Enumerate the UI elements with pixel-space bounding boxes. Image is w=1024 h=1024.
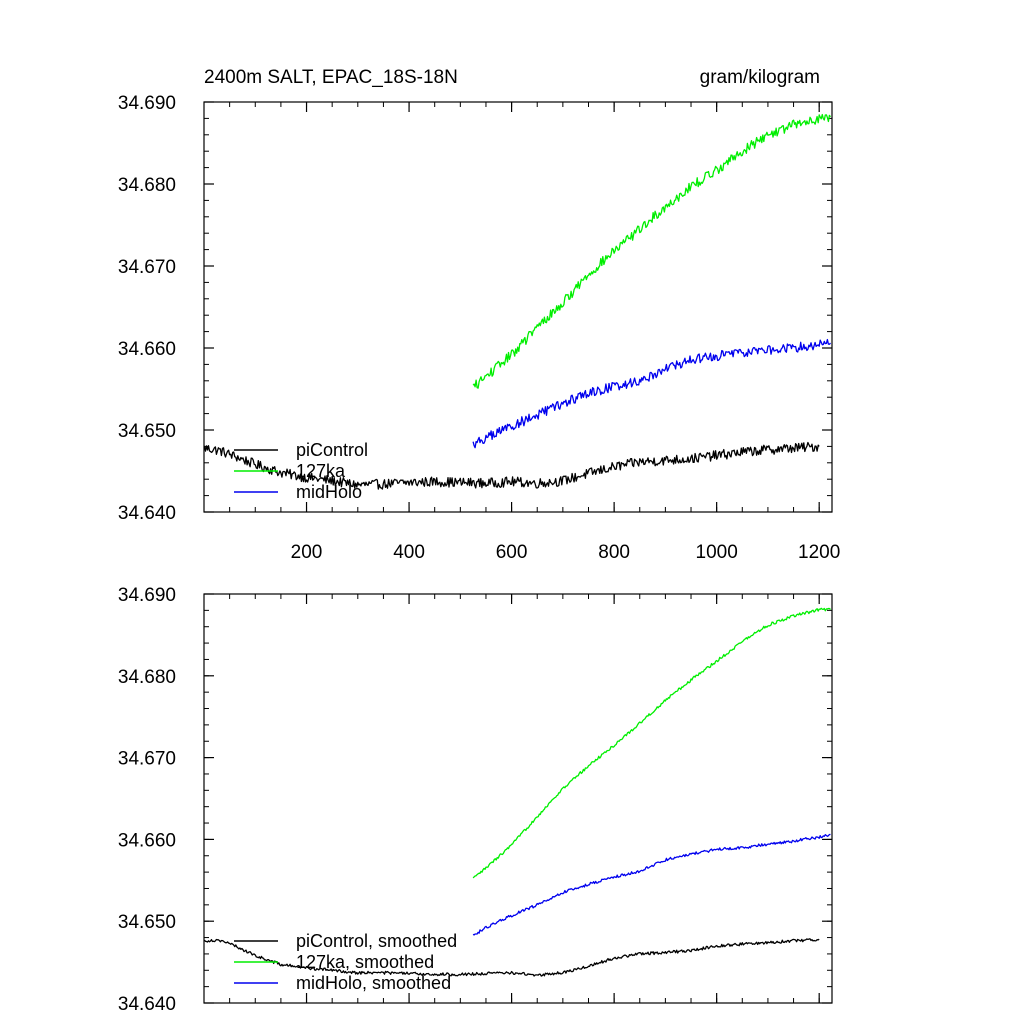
bottom-panel: 34.640 34.650 34.660 34.670 34.680 34.690 piCo… — [118, 585, 833, 1015]
y-tick-label: 34.690 — [118, 93, 176, 114]
x-tick-label: 200 — [291, 542, 323, 563]
units-label: gram/kilogram — [700, 67, 820, 88]
plot-frame — [203, 101, 833, 513]
y-tick-label: 34.640 — [118, 503, 176, 524]
plot-frame — [203, 593, 833, 1004]
y-tick-label: 34.670 — [118, 749, 176, 770]
y-tick-label: 34.650 — [118, 912, 176, 933]
legend-label: midHolo — [296, 482, 362, 502]
top-panel: 2400m SALT, EPAC_18S-18N gram/kilogram 2… — [118, 67, 840, 563]
y-tick-label: 34.690 — [118, 585, 176, 606]
series-line-picontrol — [203, 938, 820, 977]
legend-label: 127ka — [296, 461, 346, 481]
series-line-midholo — [472, 338, 831, 449]
y-tick-label: 34.680 — [118, 175, 176, 196]
y-tick-label: 34.660 — [118, 339, 176, 360]
x-tick-label: 1200 — [798, 542, 840, 563]
series-line-127ka — [472, 607, 831, 879]
x-tick-label: 800 — [598, 542, 630, 563]
legend-label: 127ka, smoothed — [296, 952, 434, 972]
y-tick-label: 34.680 — [118, 667, 176, 688]
y-tick-label: 34.670 — [118, 257, 176, 278]
legend-label: piControl, smoothed — [296, 931, 457, 951]
y-tick-label: 34.660 — [118, 830, 176, 851]
x-tick-label: 1000 — [696, 542, 738, 563]
series-line-midholo — [472, 833, 831, 936]
x-tick-label: 600 — [496, 542, 528, 563]
series-line-127ka — [472, 113, 832, 389]
chart-title: 2400m SALT, EPAC_18S-18N — [204, 67, 458, 88]
y-tick-label: 34.640 — [118, 994, 176, 1015]
legend-label: piControl — [296, 440, 368, 460]
y-tick-label: 34.650 — [118, 421, 176, 442]
legend-label: midHolo, smoothed — [296, 973, 451, 993]
x-tick-label: 400 — [393, 542, 425, 563]
series-line-picontrol — [203, 441, 820, 490]
